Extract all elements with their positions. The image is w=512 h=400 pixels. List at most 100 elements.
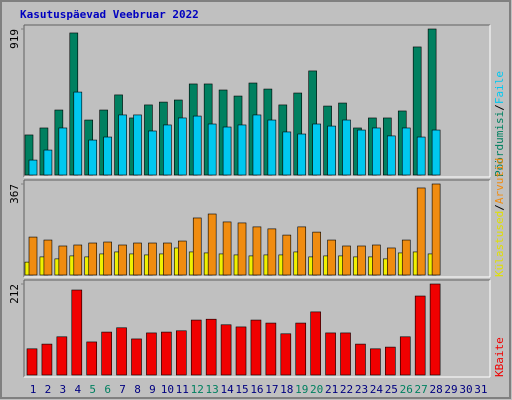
- bar: [355, 343, 366, 376]
- bar: [58, 127, 68, 176]
- bar: [178, 117, 187, 176]
- bar: [88, 139, 98, 176]
- bar: [116, 327, 127, 376]
- bar: [342, 119, 351, 176]
- legend-entry: KBaite: [493, 337, 506, 377]
- bar: [414, 295, 426, 376]
- x-tick-label: 14: [220, 383, 234, 396]
- bar: [207, 213, 217, 276]
- bar: [28, 236, 38, 276]
- x-tick-label: 5: [89, 383, 96, 396]
- bar: [357, 129, 366, 176]
- bar: [282, 131, 292, 176]
- bar: [190, 319, 202, 376]
- bar: [237, 222, 247, 276]
- bar: [176, 330, 187, 376]
- bar: [327, 239, 336, 276]
- legend-entry: Faile: [493, 71, 506, 104]
- legend-entry: Arvutid: [493, 158, 506, 204]
- x-tick-label: 8: [134, 383, 141, 396]
- x-tick-label: 20: [310, 383, 323, 396]
- bar: [133, 114, 142, 176]
- bar: [399, 336, 411, 376]
- bar: [312, 123, 321, 176]
- x-tick-label: 17: [265, 383, 278, 396]
- bar: [401, 239, 411, 276]
- bar: [103, 241, 112, 276]
- bar: [178, 240, 187, 276]
- x-tick-label: 21: [325, 383, 338, 396]
- legend: KBaite: [493, 337, 506, 377]
- bar: [372, 127, 381, 176]
- y-tick-label: 367: [8, 184, 21, 204]
- x-tick-label: 16: [250, 383, 263, 396]
- legend-separator: /: [493, 204, 506, 211]
- x-tick-label: 11: [176, 383, 189, 396]
- bar: [325, 332, 336, 376]
- bar: [118, 244, 127, 276]
- x-tick-label: 10: [161, 383, 174, 396]
- bar: [26, 348, 38, 376]
- bar: [312, 231, 321, 276]
- x-tick-label: 22: [340, 383, 353, 396]
- bar: [88, 242, 98, 276]
- bar: [429, 283, 441, 376]
- x-tick-label: 6: [104, 383, 111, 396]
- bar: [401, 127, 411, 176]
- bar: [73, 91, 83, 176]
- bar: [28, 159, 38, 176]
- bar: [220, 324, 232, 376]
- bar: [387, 247, 396, 276]
- bar: [431, 183, 441, 276]
- bar: [295, 322, 307, 376]
- bar: [297, 133, 307, 176]
- bar: [340, 332, 351, 376]
- x-tick-label: 29: [444, 383, 457, 396]
- bar: [205, 318, 217, 376]
- bar: [267, 119, 277, 176]
- x-tick-label: 1: [30, 383, 37, 396]
- bar: [71, 289, 83, 376]
- bar: [416, 136, 426, 176]
- x-tick-label: 26: [400, 383, 413, 396]
- bar: [250, 319, 262, 376]
- x-tick-label: 9: [149, 383, 156, 396]
- x-tick-label: 25: [385, 383, 398, 396]
- bar: [237, 124, 247, 176]
- bar: [161, 331, 172, 376]
- bar: [431, 129, 441, 176]
- bar: [327, 125, 336, 176]
- y-tick-label: 919: [8, 29, 21, 49]
- bar: [192, 115, 202, 176]
- x-tick-label: 4: [74, 383, 81, 396]
- bar: [252, 226, 262, 276]
- x-tick-label: 31: [474, 383, 487, 396]
- legend-entry: Pöördumisi: [493, 111, 506, 177]
- bar: [163, 242, 172, 276]
- legend-separator: /: [493, 104, 506, 111]
- bar: [357, 245, 366, 276]
- x-tick-label: 13: [206, 383, 219, 396]
- bar: [41, 343, 53, 376]
- bar: [222, 221, 232, 276]
- bar: [252, 114, 262, 176]
- bar: [370, 348, 381, 376]
- bar: [131, 338, 142, 376]
- bar: [280, 333, 292, 376]
- bar: [342, 245, 351, 276]
- x-tick-label: 7: [119, 383, 126, 396]
- bar: [416, 187, 426, 276]
- bar: [267, 228, 277, 276]
- bar: [163, 124, 172, 176]
- bar: [192, 217, 202, 276]
- bar: [387, 135, 396, 176]
- bar: [56, 336, 68, 376]
- x-tick-label: 19: [295, 383, 308, 396]
- x-tick-label: 15: [235, 383, 248, 396]
- x-tick-label: 18: [280, 383, 293, 396]
- x-tick-label: 28: [429, 383, 442, 396]
- bar: [207, 123, 217, 176]
- x-tick-label: 24: [370, 383, 384, 396]
